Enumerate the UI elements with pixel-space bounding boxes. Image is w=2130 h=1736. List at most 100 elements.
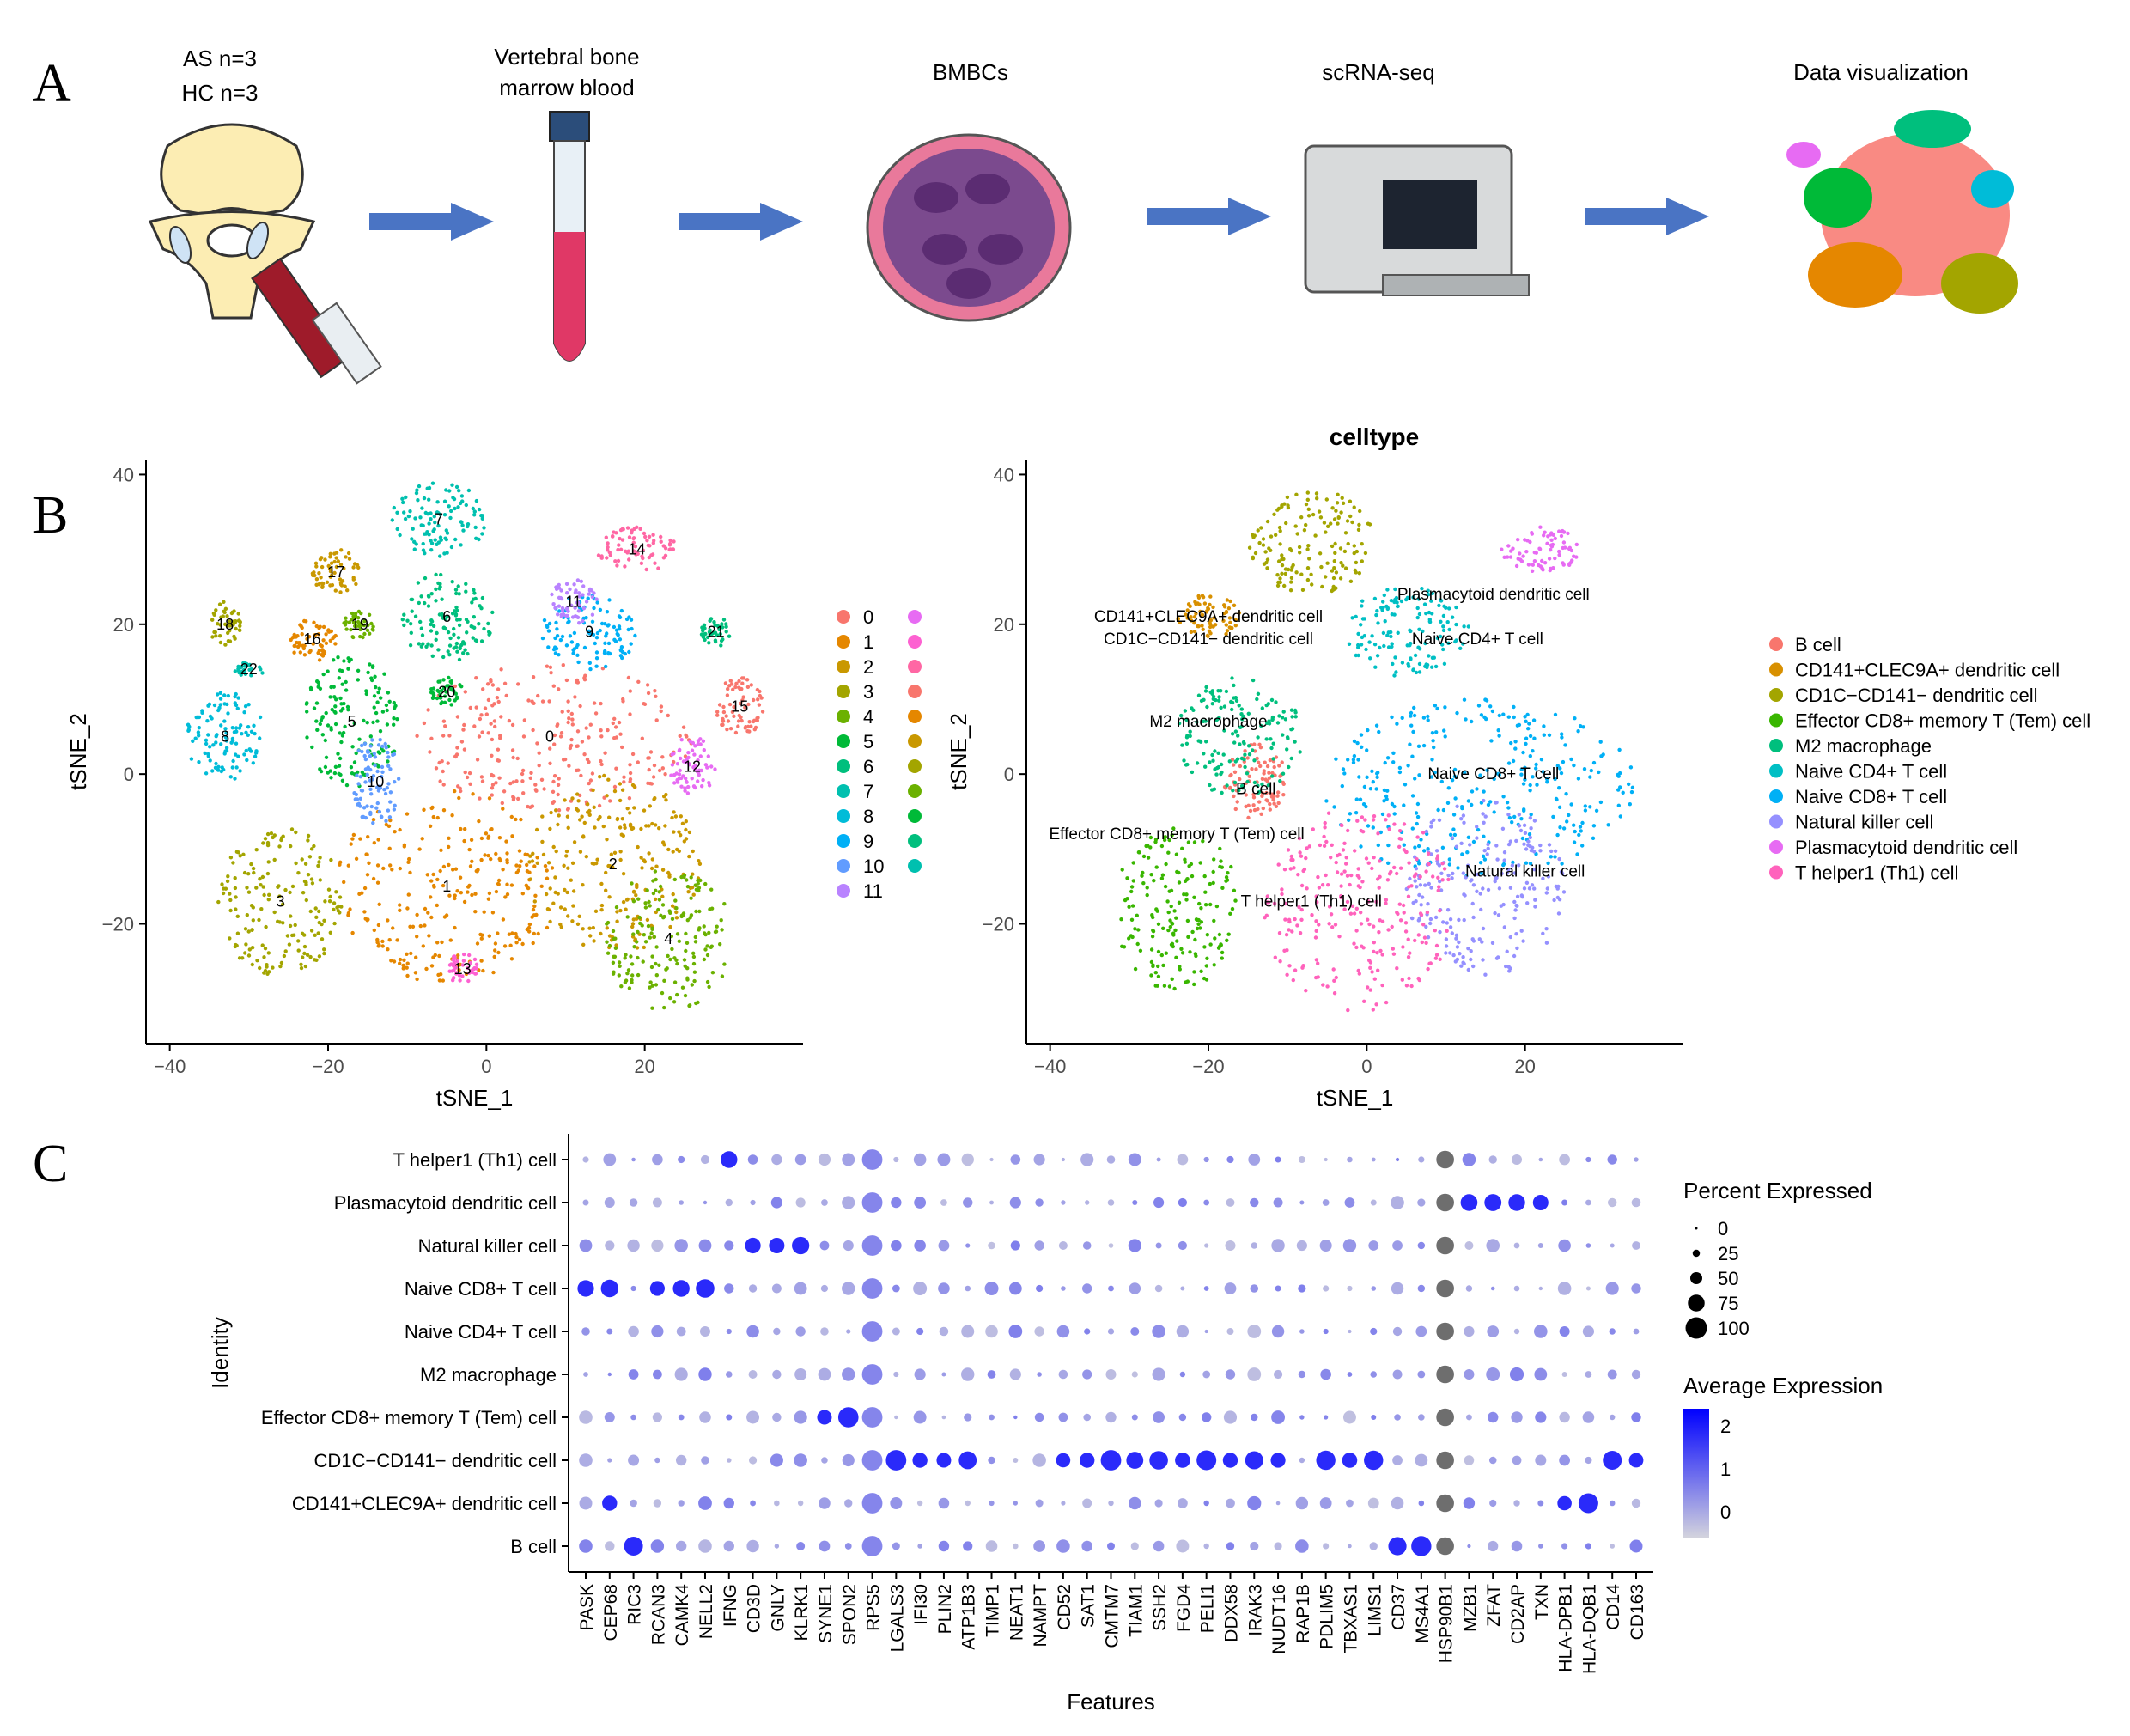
expression-dot — [1035, 1499, 1044, 1508]
cell-point — [657, 768, 662, 773]
expression-dot — [987, 1370, 996, 1379]
cell-point — [387, 846, 392, 850]
expression-dot — [1436, 1451, 1454, 1470]
cell-point — [429, 879, 434, 883]
expression-dot — [726, 1414, 733, 1421]
expression-dot — [846, 1329, 851, 1334]
expression-dot — [1295, 1539, 1309, 1553]
cell-point — [441, 769, 445, 774]
expression-dot — [699, 1326, 710, 1337]
cell-point — [479, 775, 484, 779]
expression-dot — [674, 1367, 688, 1381]
feature-label: PLIN2 — [935, 1584, 955, 1634]
expression-dot — [630, 1414, 636, 1421]
feature-label: PELI1 — [1198, 1584, 1218, 1633]
expression-dot — [795, 1326, 806, 1337]
cell-point — [509, 957, 514, 961]
cell-point — [486, 834, 491, 838]
expression-dot — [579, 1239, 593, 1252]
expression-dot — [606, 1328, 613, 1335]
expression-dot — [1010, 1240, 1020, 1251]
cell-point — [375, 940, 380, 945]
feature-label: LGALS3 — [887, 1584, 907, 1652]
expression-dot — [1226, 1198, 1235, 1207]
cell-point — [401, 966, 405, 971]
feature-label: PDLIM5 — [1318, 1584, 1337, 1649]
cell-point — [622, 780, 626, 784]
expression-dot — [1324, 1415, 1329, 1420]
expression-dot — [1178, 1240, 1187, 1251]
expression-dot — [1203, 1286, 1209, 1291]
expression-dot — [985, 1325, 998, 1338]
expression-dot — [1105, 1411, 1117, 1423]
expression-dot — [772, 1412, 782, 1422]
expression-dot — [837, 1407, 859, 1428]
expression-dot — [1632, 1241, 1640, 1250]
expression-dot — [1607, 1154, 1617, 1165]
cell-point — [487, 891, 492, 896]
expression-dot — [964, 1413, 972, 1422]
expression-dot — [1316, 1450, 1336, 1471]
expression-dot — [818, 1367, 831, 1381]
expression-dot — [1013, 1501, 1019, 1506]
expression-dot — [842, 1282, 855, 1295]
size-legend-label: 100 — [1718, 1318, 1750, 1339]
feature-label: KLRK1 — [792, 1584, 812, 1642]
expression-dot — [985, 1540, 998, 1552]
workflow-arrows — [369, 198, 1709, 241]
cell-point — [490, 786, 495, 790]
cell-point — [526, 698, 531, 703]
cell-point — [501, 917, 506, 922]
expression-dot — [820, 1284, 829, 1293]
cell-point — [511, 755, 515, 760]
cell-point — [494, 781, 498, 785]
expression-dot — [678, 1155, 685, 1164]
expression-dot — [774, 1500, 780, 1507]
expression-dot — [965, 1500, 971, 1507]
expression-dot — [1202, 1370, 1211, 1379]
identity-label: Naive CD8+ T cell — [405, 1278, 557, 1300]
expression-dot — [1008, 1325, 1023, 1338]
cell-point — [386, 918, 390, 923]
cell-point — [630, 752, 636, 757]
feature-label: TXN — [1532, 1584, 1552, 1620]
expression-dot — [1559, 1454, 1571, 1466]
expression-dot — [1177, 1154, 1189, 1166]
cell-point — [465, 775, 470, 780]
expression-dot — [1489, 1499, 1497, 1508]
cell-point — [537, 764, 541, 768]
expression-dot — [723, 1540, 734, 1552]
cell-point — [529, 771, 533, 775]
cell-point — [540, 699, 545, 704]
expression-dot — [1034, 1412, 1044, 1422]
expression-dot — [1226, 1328, 1234, 1335]
stage-label-bmbcs: BMBCs — [932, 59, 1009, 85]
expression-dot — [891, 1240, 902, 1252]
feature-label: RIC3 — [625, 1584, 645, 1625]
expression-dot — [916, 1327, 924, 1336]
expression-dot — [1153, 1411, 1165, 1423]
expression-dot — [1462, 1153, 1476, 1166]
expression-dot — [861, 1493, 883, 1514]
expression-dot — [654, 1457, 660, 1464]
expression-dot — [861, 1536, 883, 1556]
cell-point — [483, 853, 487, 857]
expression-dot — [1464, 1369, 1475, 1380]
expression-dot — [700, 1154, 710, 1165]
cell-point — [627, 796, 632, 801]
cells-icon — [866, 133, 1072, 322]
cell-point — [490, 793, 494, 797]
cell-point — [663, 772, 667, 777]
expression-dot — [1347, 1285, 1353, 1292]
expression-dot — [1130, 1327, 1140, 1336]
expression-dot — [1488, 1155, 1497, 1164]
identity-label: B cell — [510, 1536, 557, 1557]
size-legend-label: 50 — [1718, 1268, 1738, 1289]
cell-point — [527, 922, 532, 927]
cell-point — [500, 801, 504, 806]
panel-label-c: C — [33, 1135, 69, 1193]
cell-point — [593, 711, 599, 716]
expression-dot — [1323, 1543, 1330, 1550]
expression-dot — [1033, 1540, 1046, 1552]
expression-dot — [770, 1197, 782, 1209]
